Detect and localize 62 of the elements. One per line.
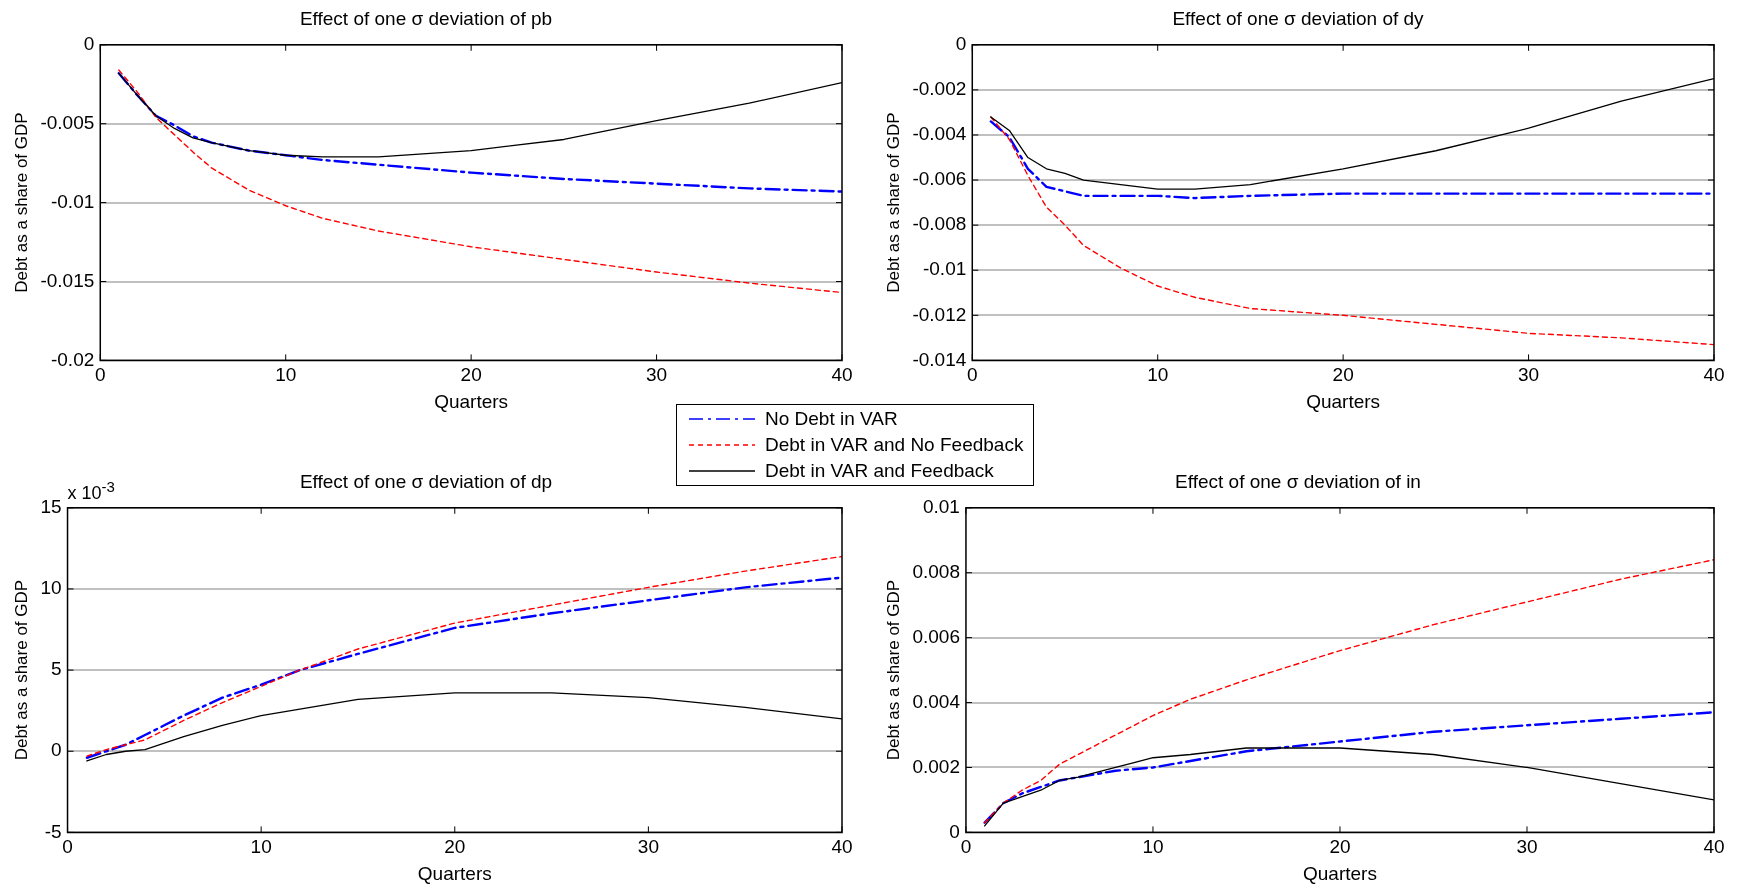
x-axis-title: Quarters xyxy=(417,862,492,884)
x-tick-label: 40 xyxy=(831,836,853,858)
x-axis-title: Quarters xyxy=(1303,862,1377,884)
x-tick-label: 20 xyxy=(1332,364,1354,386)
chart-title: Effect of one σ deviation of pb xyxy=(299,7,553,29)
x-axis-title: Quarters xyxy=(434,390,509,412)
y-tick-label: -0.008 xyxy=(912,213,967,235)
y-tick-label: 0 xyxy=(955,33,967,55)
y-tick-label: 0.002 xyxy=(912,755,960,777)
x-tick-label: 30 xyxy=(646,364,668,386)
legend-label: Debt in VAR and Feedback xyxy=(765,459,994,483)
x-tick-label: 30 xyxy=(1518,364,1540,386)
x-tick-label: 40 xyxy=(831,364,853,386)
y-tick-label: -0.012 xyxy=(912,303,967,325)
y-tick-label: 0 xyxy=(50,739,62,761)
y-tick-label: -0.01 xyxy=(50,190,95,212)
chart-title: Effect of one σ deviation of in xyxy=(1175,470,1421,492)
y-axis-title: Debt as a share of GDP xyxy=(883,112,903,293)
y-tick-label: 0.01 xyxy=(922,496,960,518)
line-series xyxy=(990,116,1714,346)
x-tick-label: 20 xyxy=(444,836,466,858)
legend-label: Debt in VAR and No Feedback xyxy=(765,433,1024,457)
y-tick-label: 0 xyxy=(949,820,960,842)
y-tick-label: 0.006 xyxy=(912,625,960,647)
y-tick-label: -0.01 xyxy=(922,258,967,280)
x-tick-label: 30 xyxy=(637,836,659,858)
x-tick-label: 10 xyxy=(275,364,297,386)
y-tick-label: -0.006 xyxy=(912,168,967,190)
x-tick-label: 10 xyxy=(250,836,272,858)
line-series xyxy=(118,69,842,294)
y-tick-label: -0.014 xyxy=(912,348,967,370)
chart-title: Effect of one σ deviation of dy xyxy=(1172,7,1425,29)
x-tick-label: 10 xyxy=(1142,836,1164,858)
x-tick-label: 20 xyxy=(460,364,482,386)
x-tick-label: 20 xyxy=(1329,836,1351,858)
chart-title: Effect of one σ deviation of dp xyxy=(299,470,553,492)
line-series xyxy=(983,711,1714,824)
y-tick-label: -0.02 xyxy=(50,348,95,370)
y-tick-label: -0.015 xyxy=(40,269,95,291)
y-tick-label: 0.008 xyxy=(912,560,960,582)
y-tick-label: -5 xyxy=(44,820,62,842)
y-axis-title: Debt as a share of GDP xyxy=(11,579,31,761)
legend-label: No Debt in VAR xyxy=(765,407,898,431)
x-tick-label: 40 xyxy=(1703,364,1725,386)
y-tick-label: 5 xyxy=(50,658,62,680)
line-series xyxy=(117,72,842,193)
y-tick-label: 15 xyxy=(40,496,62,518)
y-tick-label: 0.004 xyxy=(912,690,961,712)
text: x 10$^{-3}$ xyxy=(67,477,115,504)
y-tick-label: 0 xyxy=(83,33,95,55)
x-axis-title: Quarters xyxy=(1306,390,1381,412)
x-tick-label: 30 xyxy=(1516,836,1538,858)
y-tick-label: -0.004 xyxy=(912,123,967,145)
y-axis-title: Debt as a share of GDP xyxy=(883,579,903,761)
y-tick-label: 10 xyxy=(40,577,62,599)
line-series xyxy=(989,120,1714,200)
line-series xyxy=(983,559,1714,824)
y-axis-title: Debt as a share of GDP xyxy=(11,112,31,293)
y-tick-label: -0.002 xyxy=(912,78,967,100)
y-tick-label: -0.005 xyxy=(40,111,95,133)
x-tick-label: 40 xyxy=(1703,836,1725,858)
x-tick-label: 10 xyxy=(1147,364,1169,386)
